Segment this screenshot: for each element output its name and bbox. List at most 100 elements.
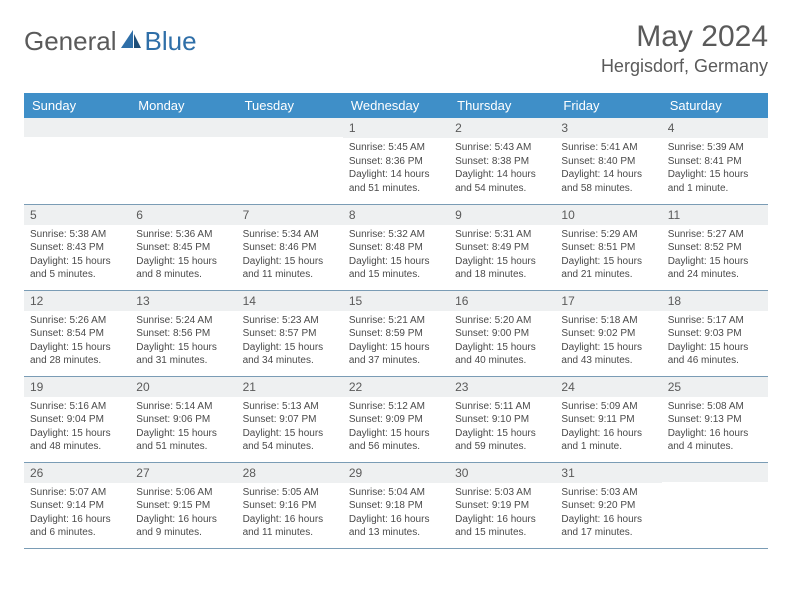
day-number: 13 — [130, 291, 236, 311]
calendar-week: 19Sunrise: 5:16 AMSunset: 9:04 PMDayligh… — [24, 376, 768, 462]
day-details: Sunrise: 5:03 AMSunset: 9:20 PMDaylight:… — [555, 483, 661, 544]
day-details: Sunrise: 5:03 AMSunset: 9:19 PMDaylight:… — [449, 483, 555, 544]
calendar-cell: 7Sunrise: 5:34 AMSunset: 8:46 PMDaylight… — [237, 204, 343, 290]
day-details: Sunrise: 5:04 AMSunset: 9:18 PMDaylight:… — [343, 483, 449, 544]
day-number: 27 — [130, 463, 236, 483]
day-number: 1 — [343, 118, 449, 138]
day-number: 5 — [24, 205, 130, 225]
month-title: May 2024 — [601, 20, 768, 54]
day-details: Sunrise: 5:11 AMSunset: 9:10 PMDaylight:… — [449, 397, 555, 458]
calendar-cell: 16Sunrise: 5:20 AMSunset: 9:00 PMDayligh… — [449, 290, 555, 376]
day-details: Sunrise: 5:16 AMSunset: 9:04 PMDaylight:… — [24, 397, 130, 458]
calendar-cell: 26Sunrise: 5:07 AMSunset: 9:14 PMDayligh… — [24, 462, 130, 548]
empty-day — [662, 463, 768, 482]
calendar-cell: 19Sunrise: 5:16 AMSunset: 9:04 PMDayligh… — [24, 376, 130, 462]
day-number: 25 — [662, 377, 768, 397]
calendar-cell: 5Sunrise: 5:38 AMSunset: 8:43 PMDaylight… — [24, 204, 130, 290]
calendar-cell: 2Sunrise: 5:43 AMSunset: 8:38 PMDaylight… — [449, 118, 555, 204]
day-details: Sunrise: 5:20 AMSunset: 9:00 PMDaylight:… — [449, 311, 555, 372]
day-details: Sunrise: 5:29 AMSunset: 8:51 PMDaylight:… — [555, 225, 661, 286]
day-number: 3 — [555, 118, 661, 138]
calendar-cell: 30Sunrise: 5:03 AMSunset: 9:19 PMDayligh… — [449, 462, 555, 548]
page-header: General Blue May 2024 Hergisdorf, German… — [24, 20, 768, 77]
day-number: 23 — [449, 377, 555, 397]
calendar-cell: 1Sunrise: 5:45 AMSunset: 8:36 PMDaylight… — [343, 118, 449, 204]
calendar-cell: 27Sunrise: 5:06 AMSunset: 9:15 PMDayligh… — [130, 462, 236, 548]
calendar-week: 1Sunrise: 5:45 AMSunset: 8:36 PMDaylight… — [24, 118, 768, 204]
day-number: 10 — [555, 205, 661, 225]
day-number: 6 — [130, 205, 236, 225]
calendar-week: 26Sunrise: 5:07 AMSunset: 9:14 PMDayligh… — [24, 462, 768, 548]
day-details: Sunrise: 5:17 AMSunset: 9:03 PMDaylight:… — [662, 311, 768, 372]
day-number: 22 — [343, 377, 449, 397]
day-details: Sunrise: 5:13 AMSunset: 9:07 PMDaylight:… — [237, 397, 343, 458]
day-header: Saturday — [662, 93, 768, 118]
day-details: Sunrise: 5:08 AMSunset: 9:13 PMDaylight:… — [662, 397, 768, 458]
day-number: 17 — [555, 291, 661, 311]
day-number: 9 — [449, 205, 555, 225]
calendar-cell — [24, 118, 130, 204]
day-details: Sunrise: 5:07 AMSunset: 9:14 PMDaylight:… — [24, 483, 130, 544]
calendar-cell: 15Sunrise: 5:21 AMSunset: 8:59 PMDayligh… — [343, 290, 449, 376]
day-details: Sunrise: 5:36 AMSunset: 8:45 PMDaylight:… — [130, 225, 236, 286]
calendar-cell: 3Sunrise: 5:41 AMSunset: 8:40 PMDaylight… — [555, 118, 661, 204]
brand-part1: General — [24, 26, 117, 57]
calendar-week: 5Sunrise: 5:38 AMSunset: 8:43 PMDaylight… — [24, 204, 768, 290]
day-number: 12 — [24, 291, 130, 311]
day-number: 16 — [449, 291, 555, 311]
day-details: Sunrise: 5:26 AMSunset: 8:54 PMDaylight:… — [24, 311, 130, 372]
day-number: 8 — [343, 205, 449, 225]
day-details: Sunrise: 5:06 AMSunset: 9:15 PMDaylight:… — [130, 483, 236, 544]
day-number: 2 — [449, 118, 555, 138]
day-number: 7 — [237, 205, 343, 225]
day-header: Friday — [555, 93, 661, 118]
day-details: Sunrise: 5:05 AMSunset: 9:16 PMDaylight:… — [237, 483, 343, 544]
day-number: 4 — [662, 118, 768, 138]
calendar-cell — [662, 462, 768, 548]
brand-part2: Blue — [145, 26, 197, 57]
calendar-cell — [130, 118, 236, 204]
day-details: Sunrise: 5:34 AMSunset: 8:46 PMDaylight:… — [237, 225, 343, 286]
day-number: 30 — [449, 463, 555, 483]
day-header: Thursday — [449, 93, 555, 118]
calendar-cell: 14Sunrise: 5:23 AMSunset: 8:57 PMDayligh… — [237, 290, 343, 376]
calendar-cell: 9Sunrise: 5:31 AMSunset: 8:49 PMDaylight… — [449, 204, 555, 290]
day-details: Sunrise: 5:27 AMSunset: 8:52 PMDaylight:… — [662, 225, 768, 286]
calendar-cell: 21Sunrise: 5:13 AMSunset: 9:07 PMDayligh… — [237, 376, 343, 462]
calendar-cell — [237, 118, 343, 204]
calendar-cell: 31Sunrise: 5:03 AMSunset: 9:20 PMDayligh… — [555, 462, 661, 548]
day-details: Sunrise: 5:31 AMSunset: 8:49 PMDaylight:… — [449, 225, 555, 286]
calendar-cell: 25Sunrise: 5:08 AMSunset: 9:13 PMDayligh… — [662, 376, 768, 462]
day-details: Sunrise: 5:39 AMSunset: 8:41 PMDaylight:… — [662, 138, 768, 199]
day-header: Monday — [130, 93, 236, 118]
day-number: 29 — [343, 463, 449, 483]
calendar-cell: 17Sunrise: 5:18 AMSunset: 9:02 PMDayligh… — [555, 290, 661, 376]
day-header: Wednesday — [343, 93, 449, 118]
calendar-cell: 13Sunrise: 5:24 AMSunset: 8:56 PMDayligh… — [130, 290, 236, 376]
empty-day — [130, 118, 236, 137]
day-number: 24 — [555, 377, 661, 397]
day-details: Sunrise: 5:24 AMSunset: 8:56 PMDaylight:… — [130, 311, 236, 372]
day-details: Sunrise: 5:45 AMSunset: 8:36 PMDaylight:… — [343, 138, 449, 199]
day-number: 19 — [24, 377, 130, 397]
day-details: Sunrise: 5:38 AMSunset: 8:43 PMDaylight:… — [24, 225, 130, 286]
day-details: Sunrise: 5:21 AMSunset: 8:59 PMDaylight:… — [343, 311, 449, 372]
calendar-cell: 6Sunrise: 5:36 AMSunset: 8:45 PMDaylight… — [130, 204, 236, 290]
calendar-body: 1Sunrise: 5:45 AMSunset: 8:36 PMDaylight… — [24, 118, 768, 548]
day-details: Sunrise: 5:09 AMSunset: 9:11 PMDaylight:… — [555, 397, 661, 458]
day-header: Sunday — [24, 93, 130, 118]
sail-icon — [119, 26, 143, 57]
day-details: Sunrise: 5:18 AMSunset: 9:02 PMDaylight:… — [555, 311, 661, 372]
calendar-header-row: SundayMondayTuesdayWednesdayThursdayFrid… — [24, 93, 768, 118]
empty-day — [24, 118, 130, 137]
day-number: 14 — [237, 291, 343, 311]
calendar-cell: 4Sunrise: 5:39 AMSunset: 8:41 PMDaylight… — [662, 118, 768, 204]
day-details: Sunrise: 5:41 AMSunset: 8:40 PMDaylight:… — [555, 138, 661, 199]
day-number: 31 — [555, 463, 661, 483]
calendar-cell: 22Sunrise: 5:12 AMSunset: 9:09 PMDayligh… — [343, 376, 449, 462]
title-block: May 2024 Hergisdorf, Germany — [601, 20, 768, 77]
calendar-cell: 8Sunrise: 5:32 AMSunset: 8:48 PMDaylight… — [343, 204, 449, 290]
day-details: Sunrise: 5:32 AMSunset: 8:48 PMDaylight:… — [343, 225, 449, 286]
day-number: 20 — [130, 377, 236, 397]
calendar-cell: 20Sunrise: 5:14 AMSunset: 9:06 PMDayligh… — [130, 376, 236, 462]
